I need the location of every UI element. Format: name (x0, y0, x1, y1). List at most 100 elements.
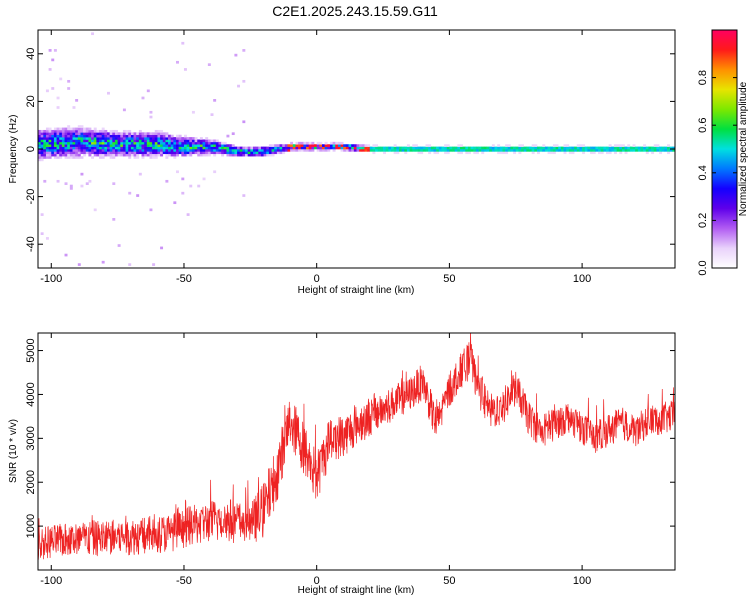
spectrogram-cell (40, 232, 44, 235)
spectrogram-cell (67, 156, 71, 159)
spectrogram-cell (59, 149, 63, 152)
colorbar-gradient (712, 30, 737, 268)
spectrogram-cell (53, 149, 57, 152)
spectrogram-cell (104, 129, 108, 133)
spectrogram-cell (229, 153, 233, 157)
spectrogram-cell (229, 144, 233, 147)
snr-x-tick-label: 50 (443, 575, 455, 587)
spectrogram-cell (136, 194, 140, 197)
spectrogram-cell (574, 146, 578, 150)
spectrogram-cell (181, 139, 185, 143)
spectrogram-cell (117, 153, 121, 157)
spectrogram-cell (101, 149, 105, 152)
spectrogram-cell (213, 170, 217, 174)
spectrogram-cell (311, 144, 315, 147)
spectrogram-cell (130, 149, 134, 152)
spectrogram-cell (162, 146, 166, 150)
spectrogram-cell (643, 144, 647, 147)
spectrogram-cell (444, 146, 448, 150)
spectrogram-cell (168, 153, 171, 157)
spectrogram-cell (83, 132, 87, 136)
spectrogram-cell (563, 144, 567, 147)
spectrogram-cell (210, 146, 214, 150)
spectrogram-cell (56, 129, 60, 133)
spectrogram-cell (160, 139, 164, 143)
spectrogram-cell (88, 149, 92, 152)
spectrogram-cell (138, 129, 142, 133)
spectrogram-cell (165, 153, 169, 157)
spectrogram-cell (64, 144, 68, 147)
spectrogram-cell (446, 149, 450, 152)
spectrogram-cell (428, 151, 432, 155)
spectrogram-cell (491, 146, 495, 150)
spectrogram-cell (141, 132, 145, 136)
spectrogram-cell (112, 139, 116, 143)
spectrogram-cell (322, 146, 325, 150)
spectrogram-cell (242, 151, 246, 155)
spectrogram-cell (536, 146, 540, 150)
spectrogram-cell (69, 149, 73, 152)
spectrogram-x-label: Height of straight line (km) (298, 285, 415, 296)
spectrogram-cell (568, 149, 572, 152)
spectrogram-cell (598, 149, 601, 152)
spectrogram-cell (146, 144, 150, 147)
spectrogram-cell (191, 149, 195, 152)
spectrogram-cell (176, 146, 179, 150)
spectrogram-cell (213, 141, 217, 145)
spectrogram-cell (160, 246, 164, 250)
spectrogram-cell (295, 141, 299, 145)
spectrogram-cell (199, 141, 203, 145)
spectrogram-cell (48, 49, 52, 52)
spectrogram-cell (109, 132, 113, 136)
spectrogram-cell (96, 146, 100, 150)
spectrogram-cell (558, 146, 562, 150)
spectrogram-cell (93, 127, 97, 131)
spectrogram-cell (332, 144, 336, 147)
spectrogram-cell (433, 146, 437, 150)
spectrogram-cell (112, 132, 116, 136)
spectrogram-cell (43, 156, 47, 159)
spectrogram-cell (202, 177, 206, 181)
spectrogram-cell (213, 149, 217, 152)
spectrogram-cell (282, 146, 286, 150)
spectrogram-cell (144, 144, 148, 147)
spectrogram-cell (507, 146, 511, 150)
spectrogram-cell (75, 139, 79, 143)
spectrogram-cell (454, 149, 458, 152)
spectrogram-cell (621, 144, 625, 147)
spectrogram-cell (165, 132, 169, 136)
spectrogram-cell (152, 137, 156, 140)
spectrogram-cell (197, 144, 201, 147)
spectrogram-cell (571, 149, 575, 152)
spectrogram-cell (144, 134, 148, 138)
spectrogram-cell (651, 146, 655, 150)
spectrogram-cell (109, 137, 113, 140)
spectrogram-cell (43, 129, 47, 133)
spectrogram-cell (107, 149, 110, 152)
spectrogram-y-tick-label: 20 (25, 95, 37, 107)
spectrogram-cell (122, 129, 126, 133)
spectrogram-cell (80, 132, 84, 136)
spectrogram-cell (141, 139, 145, 143)
spectrogram-cell (491, 149, 495, 152)
spectrogram-cell (130, 132, 134, 136)
spectrogram-cell (154, 146, 158, 150)
spectrogram-cell (624, 151, 628, 155)
snr-y-tick-label: 5000 (25, 338, 37, 362)
spectrogram-cell (237, 146, 241, 150)
spectrogram-cell (231, 132, 235, 136)
spectrogram-cell (475, 151, 479, 155)
spectrogram-cell (122, 108, 126, 112)
spectrogram-cell (136, 132, 140, 136)
spectrogram-cell (398, 146, 402, 150)
spectrogram-cell (38, 137, 41, 140)
spectrogram-cell (369, 149, 373, 152)
spectrogram-cell (414, 149, 418, 152)
spectrogram-cell (531, 146, 535, 150)
spectrogram-cell (125, 149, 129, 152)
spectrogram-cell (260, 153, 264, 157)
spectrogram-cell (38, 156, 41, 159)
spectrogram-cell (138, 139, 142, 143)
snr-series-line (38, 333, 675, 560)
spectrogram-cell (258, 153, 262, 157)
